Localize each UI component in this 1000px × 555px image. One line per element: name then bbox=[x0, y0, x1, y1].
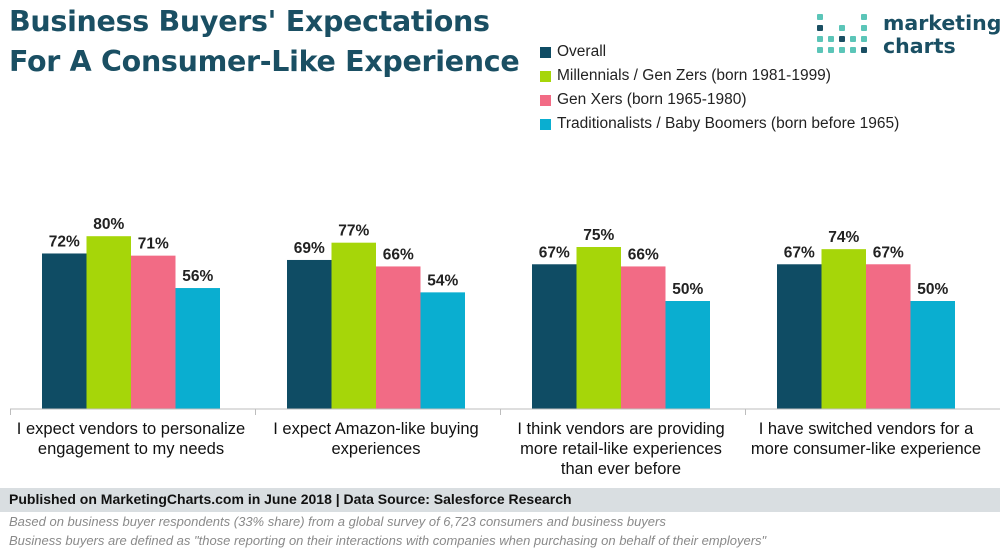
legend-swatch bbox=[540, 94, 551, 106]
logo-text: marketing charts bbox=[883, 12, 1000, 58]
footer-note-2: Business buyers are defined as "those re… bbox=[9, 533, 767, 548]
x-tick-label-line: more consumer-like experience bbox=[750, 440, 982, 458]
x-tick-label: I expect Amazon-like buying experiences bbox=[256, 419, 496, 459]
data-label: 50% bbox=[672, 281, 703, 298]
bar bbox=[866, 264, 911, 409]
logo-text-line-2: charts bbox=[883, 34, 956, 58]
data-label: 66% bbox=[383, 246, 414, 263]
bar bbox=[910, 301, 955, 409]
bar bbox=[621, 266, 666, 409]
x-tick-label-line: I expect Amazon-like buying bbox=[273, 420, 479, 438]
x-tick-label-line: I have switched vendors for a bbox=[758, 420, 974, 438]
footer-source-bar: Published on MarketingCharts.com in June… bbox=[0, 488, 1000, 512]
bar bbox=[131, 255, 176, 409]
title-line-1: Business Buyers' Expectations bbox=[9, 5, 490, 38]
bar bbox=[376, 266, 421, 409]
bar bbox=[576, 247, 621, 409]
data-label: 66% bbox=[628, 246, 659, 263]
legend-label: Overall bbox=[557, 43, 607, 60]
logo-dots-icon bbox=[817, 14, 867, 53]
legend: Overall Millennials / Gen Zers (born 198… bbox=[540, 40, 899, 136]
legend-item-traditionalists: Traditionalists / Baby Boomers (born bef… bbox=[540, 112, 899, 136]
x-tick-label: I have switched vendors for a more consum… bbox=[746, 419, 986, 459]
x-tick-label-line: experiences bbox=[331, 440, 421, 458]
bar bbox=[777, 264, 822, 409]
data-label: 56% bbox=[182, 268, 213, 285]
bar bbox=[331, 242, 376, 409]
bar-chart: 72% 80% 71% 56% 69% 77% 66% 54% 67% 75% 66% 50% 67% 7… bbox=[10, 216, 1000, 415]
x-tick-label: I think vendors are providing more retail… bbox=[501, 419, 741, 479]
data-label: 75% bbox=[583, 227, 614, 244]
x-tick-label-line: I expect vendors to personalize bbox=[16, 420, 246, 438]
chart-title: Business Buyers' Expectations For A Cons… bbox=[9, 2, 520, 82]
data-label: 71% bbox=[138, 236, 169, 253]
bar bbox=[175, 288, 220, 409]
data-label: 54% bbox=[427, 272, 458, 289]
x-tick-label: I expect vendors to personalize engagemen… bbox=[11, 419, 251, 459]
data-label: 67% bbox=[784, 244, 815, 261]
footer-note-1: Based on business buyer respondents (33%… bbox=[9, 514, 666, 529]
bar bbox=[86, 236, 131, 409]
logo-text-line-1: marketing bbox=[883, 11, 1000, 35]
bar bbox=[532, 264, 577, 409]
title-line-2: For A Consumer-Like Experience bbox=[9, 45, 520, 78]
legend-swatch bbox=[540, 118, 551, 130]
data-label: 72% bbox=[49, 233, 80, 250]
data-label: 67% bbox=[539, 244, 570, 261]
legend-swatch bbox=[540, 70, 551, 82]
bar bbox=[821, 249, 866, 409]
footer-source-text: Published on MarketingCharts.com in June… bbox=[9, 491, 572, 507]
data-label: 50% bbox=[917, 281, 948, 298]
bar bbox=[42, 253, 87, 409]
legend-item-gen-x: Gen Xers (born 1965-1980) bbox=[540, 88, 899, 112]
data-label: 69% bbox=[294, 240, 325, 257]
legend-swatch bbox=[540, 46, 551, 58]
data-label: 74% bbox=[828, 229, 859, 246]
data-label: 67% bbox=[873, 244, 904, 261]
x-tick-label-line: engagement to my needs bbox=[37, 440, 225, 458]
bar bbox=[287, 259, 332, 409]
legend-label: Millennials / Gen Zers (born 1981-1999) bbox=[557, 67, 831, 84]
bar bbox=[665, 301, 710, 409]
data-label: 80% bbox=[93, 216, 124, 233]
legend-item-millennials: Millennials / Gen Zers (born 1981-1999) bbox=[540, 64, 899, 88]
data-label: 77% bbox=[338, 223, 369, 240]
legend-label: Gen Xers (born 1965-1980) bbox=[557, 91, 747, 108]
legend-label: Traditionalists / Baby Boomers (born bef… bbox=[557, 115, 900, 132]
legend-item-overall: Overall bbox=[540, 40, 899, 64]
x-tick-label-line: I think vendors are providing bbox=[517, 420, 725, 438]
marketingcharts-logo: marketing charts bbox=[815, 12, 1000, 62]
x-tick-label-line: than ever before bbox=[560, 460, 682, 478]
x-tick-label-line: more retail-like experiences bbox=[520, 440, 722, 458]
bar bbox=[420, 292, 465, 409]
